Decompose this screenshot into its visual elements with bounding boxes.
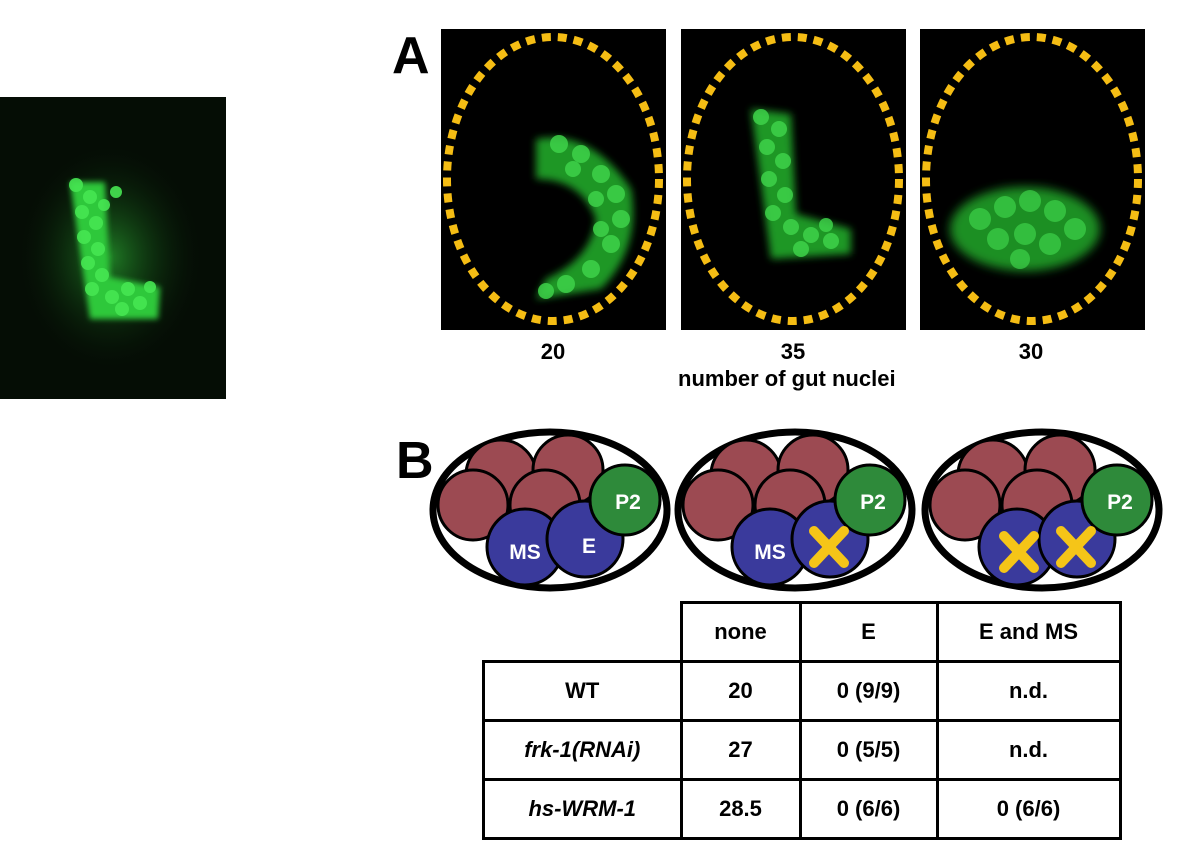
- embryo-diagram-e-ablated: MS P2: [673, 425, 918, 595]
- cell-label-e: E: [582, 535, 596, 558]
- embryo-image-3: [920, 29, 1145, 330]
- ablation-x-icon: [999, 531, 1039, 573]
- table-cell: 27: [679, 719, 802, 781]
- embryo-image-1: [441, 29, 666, 330]
- table-cell: 0 (9/9): [798, 660, 939, 722]
- table-cell: 0 (5/5): [798, 719, 939, 781]
- cell-label-ms: MS: [509, 541, 541, 564]
- row-label-wt: WT: [482, 660, 683, 722]
- table-header: E and MS: [935, 601, 1122, 663]
- table-header: none: [679, 601, 802, 663]
- gut-count-1: 20: [540, 339, 566, 364]
- table-cell: 0 (6/6): [935, 778, 1122, 840]
- cell-label-p2: P2: [615, 491, 641, 514]
- embryo-image-2: [681, 29, 906, 330]
- table-row: WT 20 0 (9/9) n.d.: [482, 660, 1122, 722]
- table-row: hs-WRM-1 28.5 0 (6/6) 0 (6/6): [482, 778, 1122, 840]
- cell-label-p2: P2: [1107, 491, 1133, 514]
- table-cell: 0 (6/6): [798, 778, 939, 840]
- table-header-row: none E E and MS: [483, 601, 1122, 663]
- cell-label-p2: P2: [860, 491, 886, 514]
- results-table: none E E and MS WT 20 0 (9/9) n.d. frk-1…: [482, 601, 1122, 840]
- gut-count-2: 35: [780, 339, 806, 364]
- axis-caption: number of gut nuclei: [678, 366, 896, 391]
- embryo-diagram-none: MS E P2: [428, 425, 673, 595]
- embryo-diagram-e-ms-ablated: P2: [920, 425, 1165, 595]
- table-cell: 20: [679, 660, 802, 722]
- ablation-x-icon: [1056, 526, 1096, 568]
- table-cell: 28.5: [679, 778, 802, 840]
- panel-letter-b: B: [396, 432, 434, 490]
- panel-letter-a: A: [392, 27, 430, 85]
- table-header: E: [798, 601, 939, 663]
- table-row: frk-1(RNAi) 27 0 (5/5) n.d.: [482, 719, 1122, 781]
- gut-count-3: 30: [1018, 339, 1044, 364]
- row-label-hs-wrm1: hs-WRM-1: [482, 778, 683, 840]
- cell-label-ms: MS: [754, 541, 786, 564]
- table-cell: n.d.: [935, 719, 1122, 781]
- row-label-frk1-rnai: frk-1(RNAi): [482, 719, 683, 781]
- table-cell: n.d.: [935, 660, 1122, 722]
- left-gfp-image: [0, 97, 226, 399]
- ablation-x-icon: [809, 526, 849, 568]
